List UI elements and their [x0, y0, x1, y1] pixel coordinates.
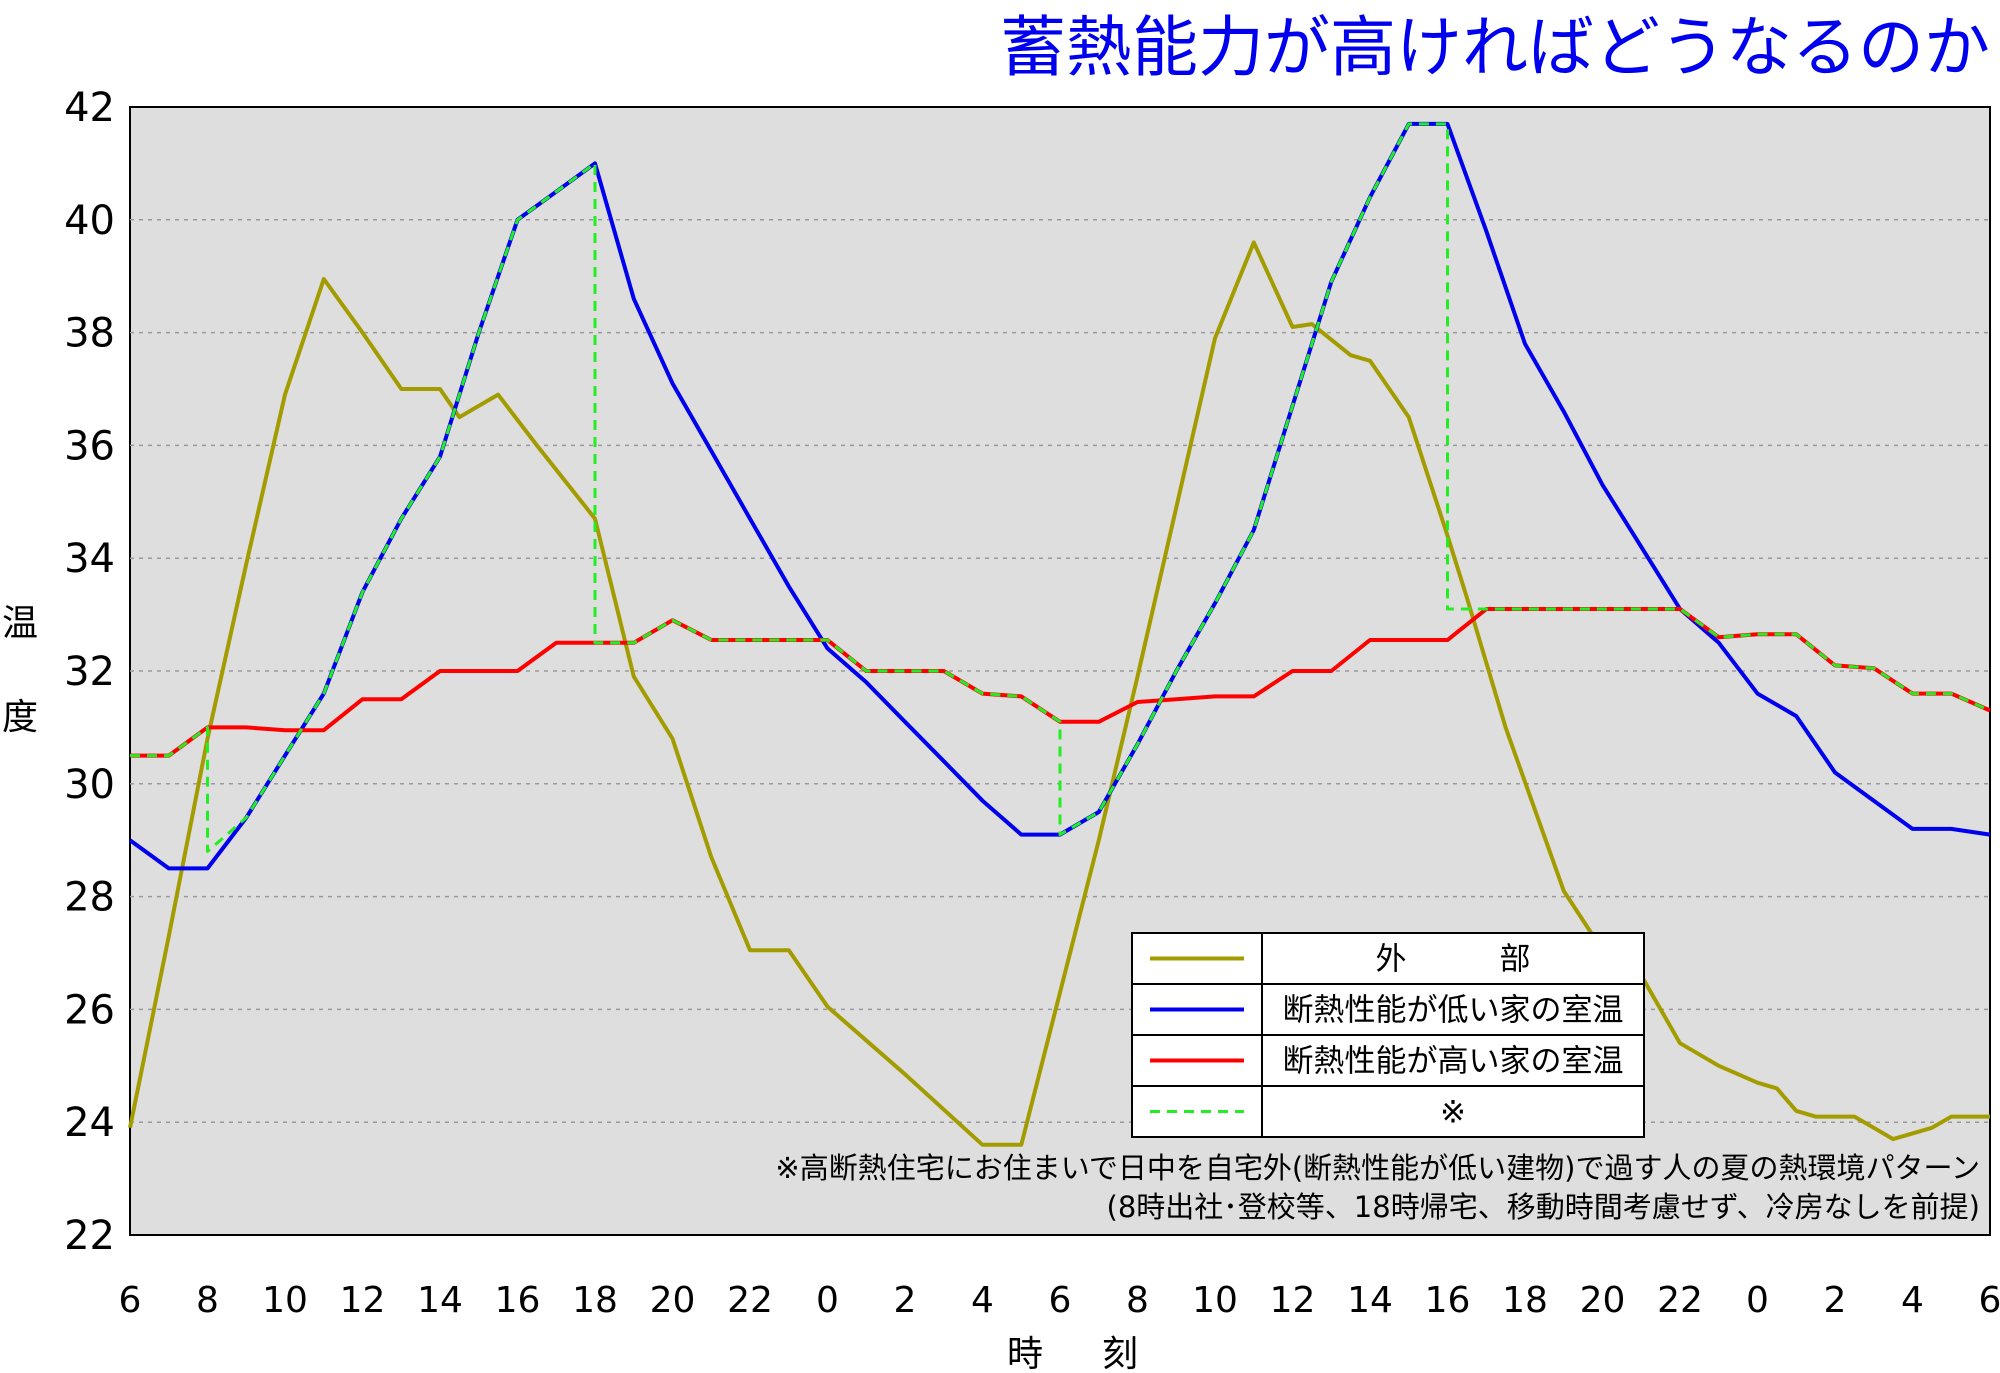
annotation-note: ※高断熱住宅にお住まいで日中を自宅外(断熱性能が低い建物)で過す人の夏の熱環境パ…: [775, 1151, 1980, 1224]
x-tick-label: 14: [417, 1280, 463, 1321]
y-axis-label: 温度: [2, 603, 38, 738]
x-tick-label: 2: [1824, 1280, 1847, 1321]
x-tick-label: 2: [894, 1280, 917, 1321]
y-tick-label: 26: [64, 987, 115, 1033]
x-tick-label: 22: [727, 1280, 773, 1321]
x-tick-label: 4: [1901, 1280, 1924, 1321]
legend-label: 断熱性能が低い家の室温: [1283, 993, 1624, 1029]
y-tick-label: 22: [64, 1213, 115, 1259]
y-tick-label: 42: [64, 85, 115, 131]
y-tick-label: 30: [64, 762, 115, 808]
x-tick-label: 8: [1126, 1280, 1149, 1321]
x-tick-label: 10: [262, 1280, 308, 1321]
x-tick-label: 6: [1979, 1280, 2000, 1321]
y-tick-label: 24: [64, 1100, 115, 1146]
legend-label: ※: [1440, 1095, 1466, 1131]
x-axis-label-char: 刻: [1102, 1334, 1138, 1373]
x-axis-ticks: 6 8 10 12 14 16 18 20 22 0 2 4 6 8 10 12 14 16 18 20 22 0 2 4 6: [119, 1280, 2000, 1321]
series-layer: [128, 121, 1991, 1147]
x-tick-label: 18: [1502, 1280, 1548, 1321]
y-axis-ticks: 22 24 26 28 30 32 34 36 38 40 42: [64, 85, 115, 1259]
y-tick-label: 32: [64, 649, 115, 695]
y-tick-label: 40: [64, 198, 115, 244]
x-tick-label: 0: [1746, 1280, 1769, 1321]
y-tick-label: 34: [64, 536, 115, 582]
x-tick-label: 18: [572, 1280, 618, 1321]
legend-label: 外 部: [1376, 942, 1531, 978]
series-line: [128, 240, 1990, 1147]
x-tick-label: 10: [1192, 1280, 1238, 1321]
x-axis-label-char: 時: [1007, 1334, 1043, 1373]
x-tick-label: 20: [1580, 1280, 1626, 1321]
gridlines: [130, 219, 1990, 1123]
x-tick-label: 8: [196, 1280, 219, 1321]
x-tick-label: 12: [1270, 1280, 1316, 1321]
legend-label: 断熱性能が高い家の室温: [1283, 1044, 1624, 1080]
y-axis-label-char: 度: [2, 697, 38, 738]
x-tick-label: 16: [495, 1280, 541, 1321]
series-line: [130, 122, 1991, 853]
x-tick-label: 6: [119, 1280, 142, 1321]
x-tick-label: 16: [1425, 1280, 1471, 1321]
chart-title: 蓄熱能力が高ければどうなるのか: [1000, 9, 1990, 86]
annotation-line: ※高断熱住宅にお住まいで日中を自宅外(断熱性能が低い建物)で過す人の夏の熱環境パ…: [775, 1151, 1980, 1185]
annotation-line: (8時出社･登校等、18時帰宅、移動時間考慮せず、冷房なしを前提): [1107, 1190, 1980, 1224]
y-tick-label: 28: [64, 875, 115, 921]
x-tick-label: 0: [816, 1280, 839, 1321]
y-tick-label: 36: [64, 423, 115, 469]
x-tick-label: 12: [340, 1280, 386, 1321]
x-tick-label: 20: [650, 1280, 696, 1321]
x-axis-label: 時刻: [1007, 1334, 1138, 1373]
y-tick-label: 38: [64, 311, 115, 357]
x-tick-label: 6: [1049, 1280, 1072, 1321]
x-tick-label: 14: [1347, 1280, 1393, 1321]
y-axis-label-char: 温: [2, 603, 38, 644]
x-tick-label: 4: [971, 1280, 994, 1321]
x-tick-label: 22: [1657, 1280, 1703, 1321]
